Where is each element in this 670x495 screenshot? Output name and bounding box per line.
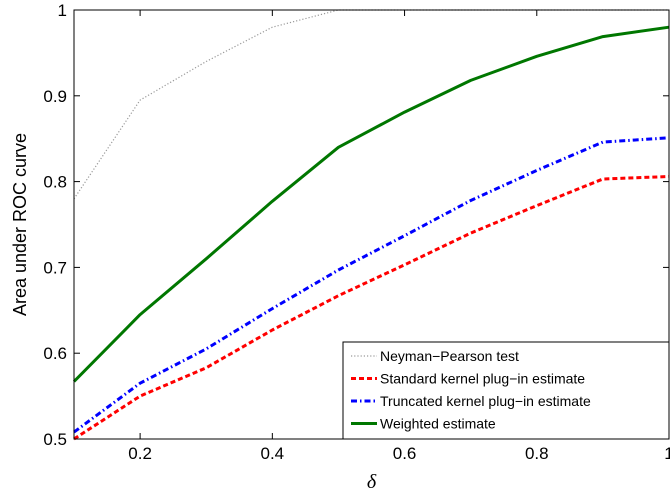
y-tick-label: 1 [58, 1, 67, 20]
series-line-2 [73, 175, 670, 441]
y-tick-label: 0.5 [43, 430, 67, 449]
legend-entry: Neyman−Pearson test [380, 348, 519, 364]
x-tick-label: 0.4 [261, 444, 285, 463]
legend: Neyman−Pearson test Standard kernel plug−… [342, 341, 670, 440]
series-line-4 [72, 25, 670, 383]
legend-entry: Weighted estimate [380, 416, 496, 432]
y-axis-label: Area under ROC curve [10, 133, 30, 316]
y-tick-label: 0.8 [43, 173, 67, 192]
y-tick-label: 0.7 [43, 258, 67, 277]
legend-frame [342, 341, 670, 440]
legend-entry: Truncated kernel plug−in estimate [380, 393, 591, 409]
x-tick-label: 1 [664, 444, 670, 463]
x-axis-label: δ [367, 471, 377, 493]
legend-entry: Standard kernel plug−in estimate [380, 371, 585, 387]
y-tick-label: 0.9 [43, 87, 67, 106]
x-tick-label: 0.6 [393, 444, 417, 463]
series-line-1 [73, 9, 669, 200]
x-tick-label: 0.8 [525, 444, 549, 463]
series-line-3 [73, 136, 670, 434]
x-tick-label: 0.2 [128, 444, 152, 463]
y-tick-label: 0.6 [43, 344, 67, 363]
